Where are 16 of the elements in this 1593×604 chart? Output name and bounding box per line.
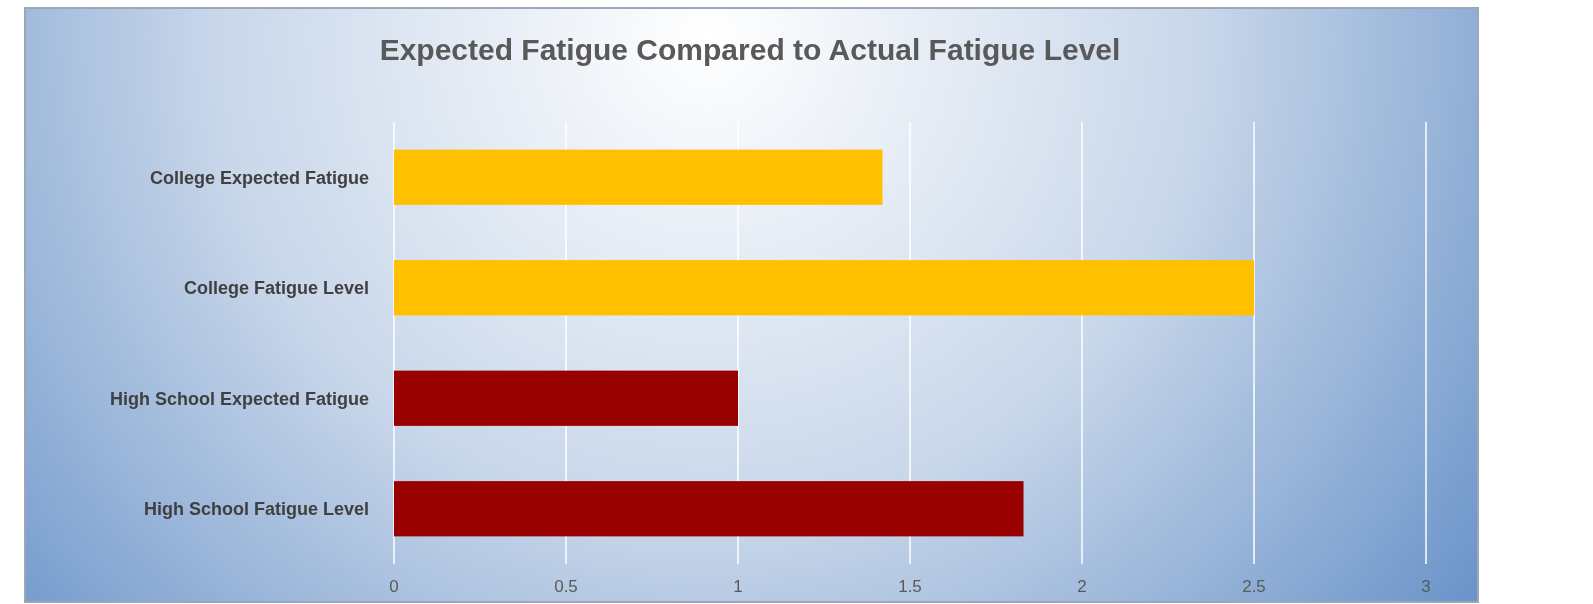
x-tick-label: 1.5 [898,577,922,596]
y-tick-label: College Expected Fatigue [149,167,369,188]
x-tick-label: 2.5 [1242,577,1266,596]
y-tick-label: College Fatigue Level [183,278,369,299]
y-tick-label: High School Expected Fatigue [109,388,369,409]
x-tick-label: 2 [1077,577,1087,596]
chart-title: Expected Fatigue Compared to Actual Fatigue Level [379,33,1121,66]
x-tick-label: 3 [1421,577,1431,596]
bar [394,260,1254,316]
bar [394,149,883,205]
bar [394,481,1024,537]
x-tick-label: 0 [389,577,399,596]
y-tick-label: High School Fatigue Level [143,499,369,520]
x-tick-label: 1 [733,577,743,596]
x-tick-label: 0.5 [554,577,578,596]
bar [394,370,738,426]
